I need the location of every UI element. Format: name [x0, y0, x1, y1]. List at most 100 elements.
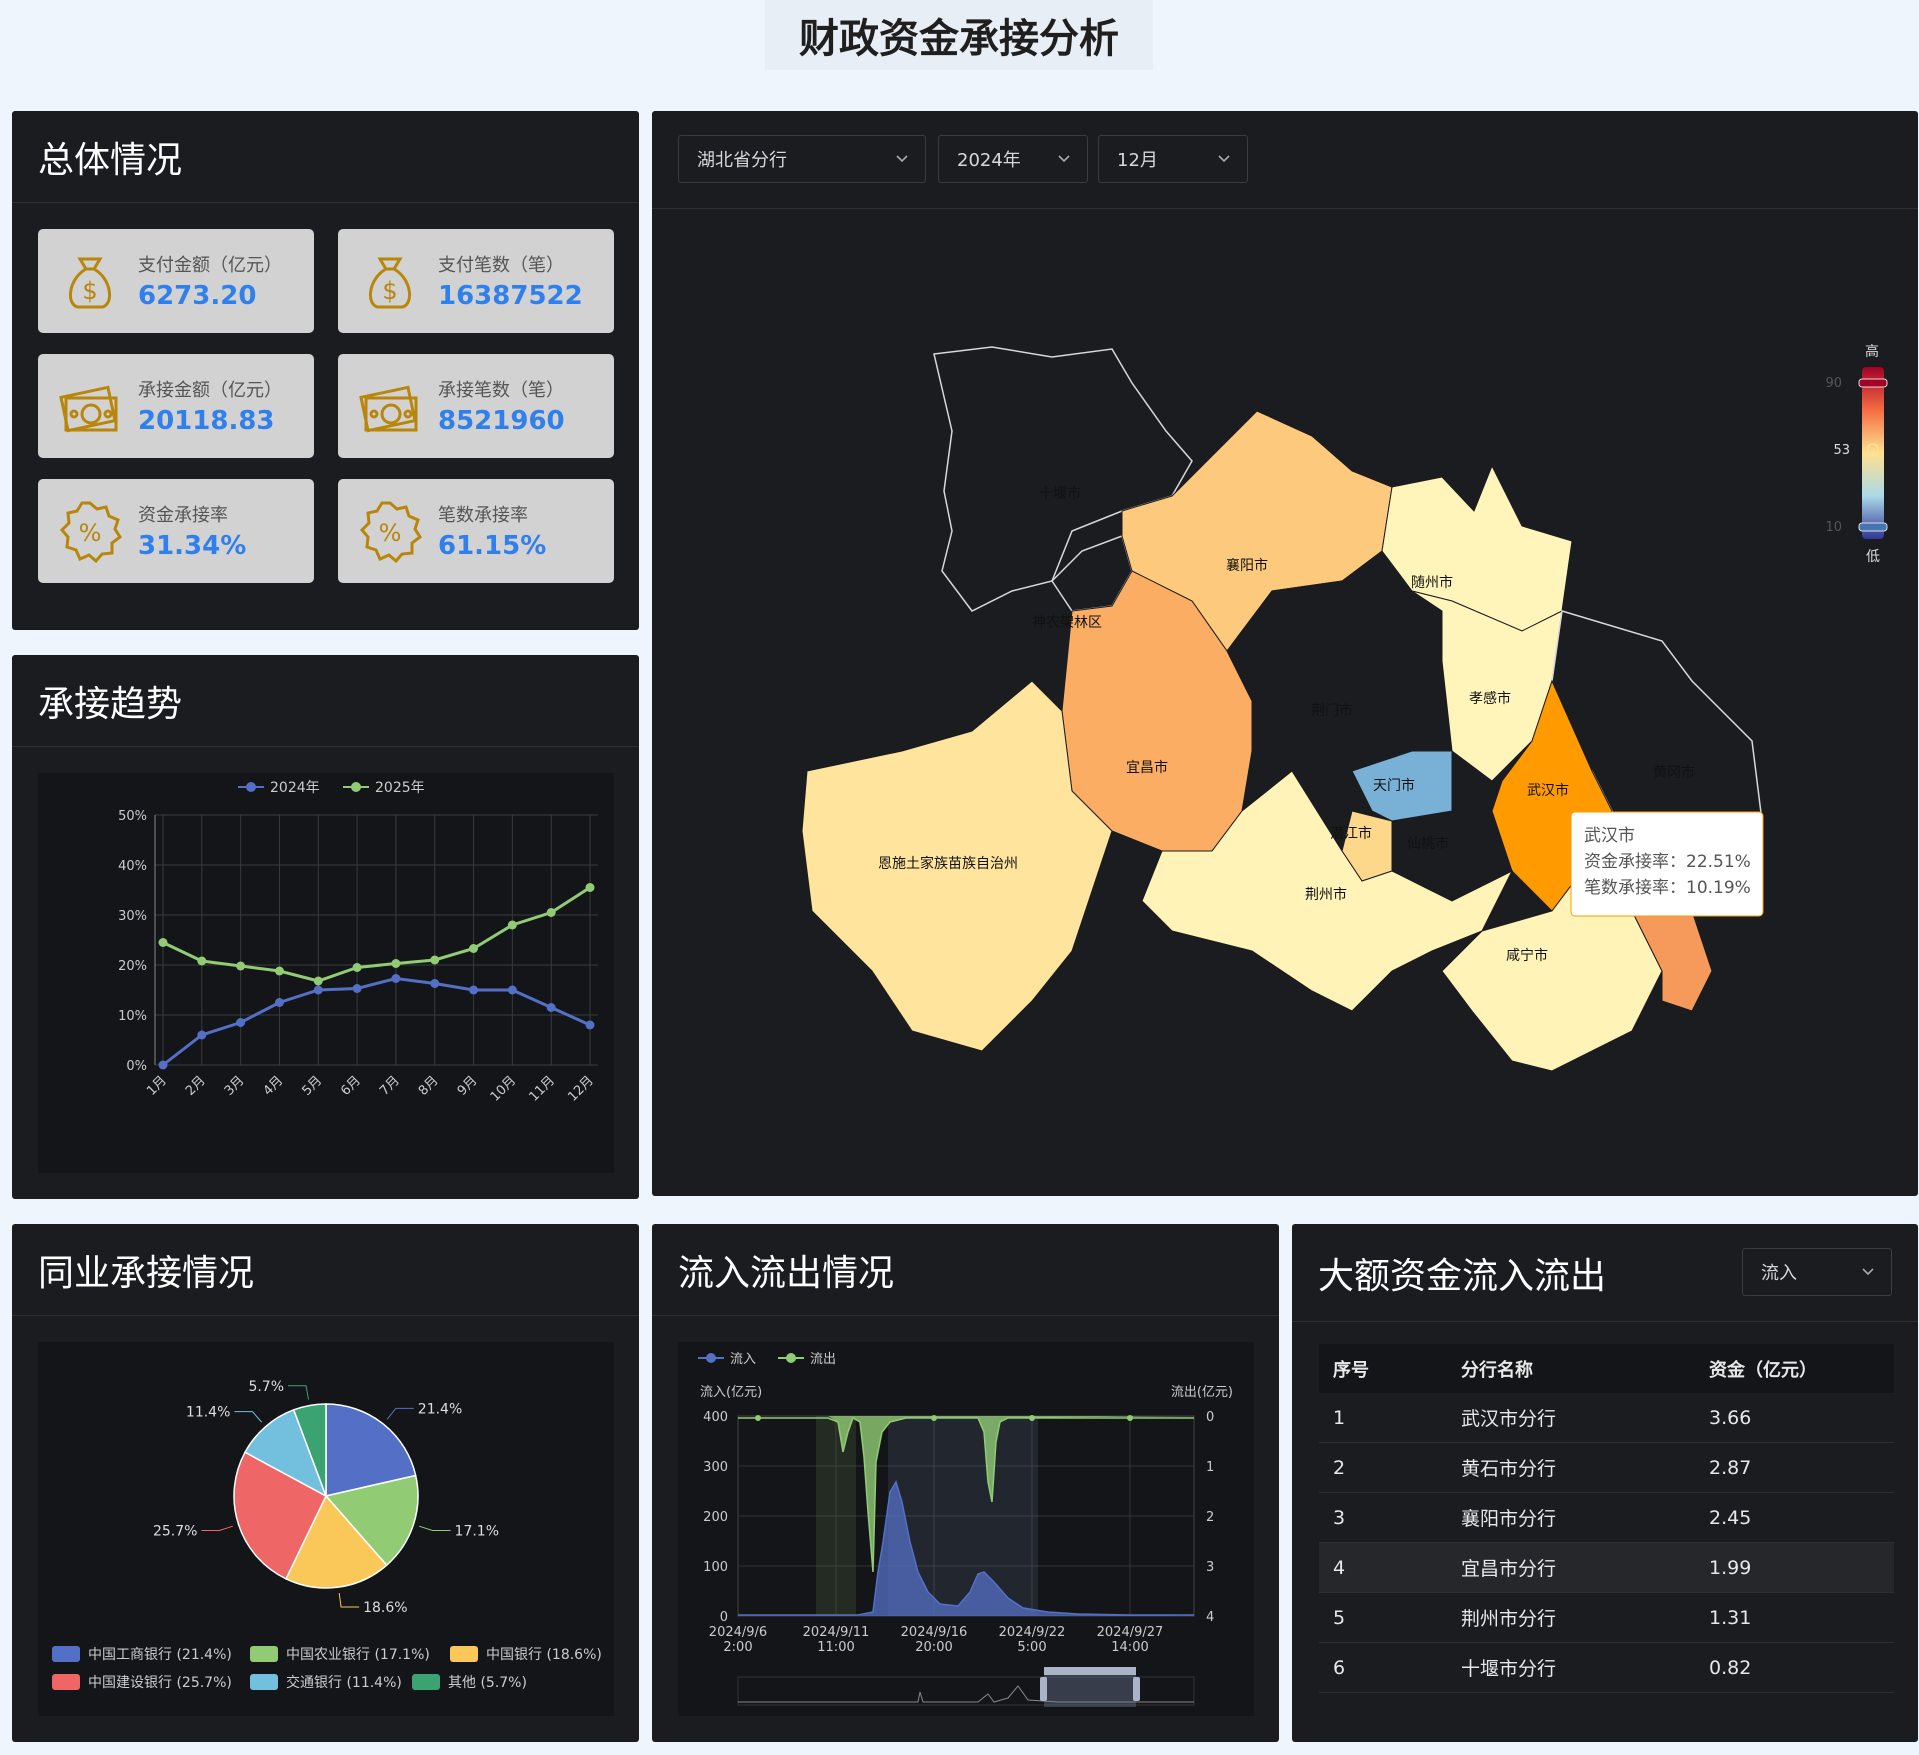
data-point[interactable] [430, 955, 440, 965]
pie-slice[interactable] [292, 1403, 327, 1497]
fund-rate-card: % 资金承接率 31.34% [38, 479, 314, 583]
data-point[interactable] [507, 920, 517, 930]
zoom-move-handle[interactable] [1044, 1667, 1136, 1675]
data-point[interactable] [313, 976, 323, 986]
payment-amount-card: $ 支付金额（亿元） 6273.20 [38, 229, 314, 333]
data-point[interactable] [197, 956, 207, 966]
data-point[interactable] [236, 961, 246, 971]
takeover-count-card: 承接笔数（笔） 8521960 [338, 354, 614, 458]
branch-select[interactable]: 湖北省分行 [678, 135, 926, 183]
table-cell: 4 [1319, 1542, 1447, 1593]
data-point[interactable] [313, 985, 323, 995]
card-value: 20118.83 [138, 406, 275, 436]
overview-heading: 总体情况 [12, 111, 639, 203]
pie-slice[interactable] [324, 1474, 419, 1567]
data-point[interactable] [469, 944, 479, 953]
label-leader [288, 1385, 310, 1400]
legend-swatch[interactable] [52, 1674, 80, 1690]
label-leader [419, 1525, 451, 1531]
zoom-handle-right[interactable] [1133, 1677, 1140, 1701]
card-value: 31.34% [138, 531, 247, 561]
peer-panel: 同业承接情况 21.4% 17.1% 18.6% 25.7% 11.4% 5.7% 中国工商… [12, 1224, 639, 1742]
legend-swatch[interactable] [450, 1646, 478, 1662]
region-suizhou[interactable] [1381, 464, 1573, 632]
pie-slice[interactable] [325, 1403, 417, 1497]
legend-label[interactable]: 中国农业银行 (17.1%) [286, 1647, 430, 1663]
x-tick-label: 9月 [455, 1073, 481, 1099]
legend-swatch[interactable] [52, 1646, 80, 1662]
table-row[interactable]: 4 宜昌市分行 1.99 [1319, 1542, 1894, 1593]
region-label: 天门市 [1373, 777, 1415, 794]
table-row[interactable]: 2 黄石市分行 2.87 [1319, 1442, 1894, 1493]
legend-swatch[interactable] [412, 1674, 440, 1690]
legend-label[interactable]: 2024年 [270, 780, 320, 796]
pie-slice[interactable] [244, 1408, 328, 1498]
legend-label[interactable]: 2025年 [375, 780, 425, 796]
data-point[interactable] [274, 998, 284, 1007]
legend-label[interactable]: 其他 (5.7%) [448, 1675, 527, 1691]
legend-label[interactable]: 交通银行 (11.4%) [286, 1674, 402, 1691]
y-tick-label: 0% [126, 1059, 147, 1074]
data-point[interactable] [469, 985, 479, 995]
data-point[interactable] [352, 984, 362, 993]
legend-swatch[interactable] [250, 1646, 278, 1662]
data-point[interactable] [585, 883, 595, 892]
legend-lower-handle[interactable] [1858, 522, 1888, 532]
table-cell: 1.31 [1695, 1592, 1894, 1643]
data-point[interactable] [546, 1003, 556, 1012]
year-select[interactable]: 2024年 [938, 135, 1088, 183]
data-zoom-slider[interactable] [737, 1667, 1195, 1707]
svg-text:$: $ [82, 277, 97, 305]
data-point[interactable] [585, 1020, 595, 1030]
hubei-choropleth-map[interactable]: 十堰市 神农架林区 襄阳市 随州市 孝感市 荆门市 天门市 潜江市 仙桃市 宜昌… [652, 211, 1918, 1196]
flow-direction-select[interactable]: 流入 [1742, 1248, 1892, 1296]
zoom-handle-left[interactable] [1040, 1677, 1047, 1701]
chevron-down-icon [1058, 155, 1070, 163]
region-jingzhou[interactable] [1141, 770, 1514, 1012]
legend-label[interactable]: 中国建设银行 (25.7%) [88, 1675, 232, 1691]
pie-slice[interactable] [285, 1494, 388, 1589]
large-funds-heading: 大额资金流入流出 [1292, 1224, 1918, 1322]
data-point[interactable] [197, 1030, 207, 1040]
x-tick-label: 6月 [338, 1073, 364, 1099]
chevron-down-icon [1218, 155, 1230, 163]
data-point[interactable] [430, 979, 440, 988]
large-funds-table: 序号 分行名称 资金（亿元） 1 武汉市分行 3.66 2 黄石市分行 2.87 3 襄阳市分… [1319, 1344, 1894, 1693]
data-point[interactable] [391, 959, 401, 968]
legend-marker[interactable] [246, 782, 256, 792]
trend-panel: 承接趋势 0% 10% 20% 30% 40% 50% 1月 2月 3月 4月 5月 6月 7月 8月 9月… [12, 655, 639, 1199]
legend-label[interactable]: 中国工商银行 (21.4%) [88, 1647, 232, 1663]
visual-map-legend[interactable]: 高 90 53 10 低 [1825, 343, 1888, 565]
legend-marker[interactable] [351, 782, 361, 792]
region-enshi[interactable] [801, 680, 1113, 1052]
table-row[interactable]: 5 荆州市分行 1.31 [1319, 1592, 1894, 1643]
peer-pie-chart: 21.4% 17.1% 18.6% 25.7% 11.4% 5.7% 中国工商银行 (21.… [52, 1379, 602, 1691]
region-label: 恩施土家族苗族自治州 [878, 855, 1018, 872]
y-right-tick: 1 [1206, 1460, 1214, 1475]
data-point[interactable] [158, 938, 168, 947]
data-point[interactable] [158, 1060, 168, 1070]
data-point[interactable] [274, 966, 284, 976]
flow-panel: 流入流出情况 流入 流出 流入(亿元) 流出(亿元) [652, 1224, 1279, 1742]
table-row[interactable]: 1 武汉市分行 3.66 [1319, 1393, 1894, 1443]
data-point[interactable] [391, 974, 401, 983]
y-right-label: 流出(亿元) [1171, 1385, 1233, 1400]
flow-legend[interactable]: 流入 流出 [698, 1352, 836, 1367]
legend-label[interactable]: 中国银行 (18.6%) [486, 1647, 602, 1663]
x-tick-label: 20:00 [915, 1640, 952, 1655]
data-point[interactable] [236, 1018, 246, 1027]
legend-swatch[interactable] [250, 1674, 278, 1690]
legend-outflow: 流出 [810, 1352, 836, 1367]
y-left-tick: 400 [703, 1410, 728, 1425]
table-row[interactable]: 6 十堰市分行 0.82 [1319, 1642, 1894, 1693]
data-point[interactable] [507, 985, 517, 995]
data-point[interactable] [546, 908, 556, 917]
region-shiyan[interactable] [933, 346, 1193, 612]
legend-upper-handle[interactable] [1858, 378, 1888, 388]
col-header: 分行名称 [1447, 1344, 1695, 1393]
data-point[interactable] [352, 963, 362, 972]
table-row[interactable]: 3 襄阳市分行 2.45 [1319, 1492, 1894, 1543]
cash-stack-icon [359, 385, 418, 433]
map-toolbar: 湖北省分行 2024年 12月 [652, 111, 1918, 209]
month-select[interactable]: 12月 [1098, 135, 1248, 183]
